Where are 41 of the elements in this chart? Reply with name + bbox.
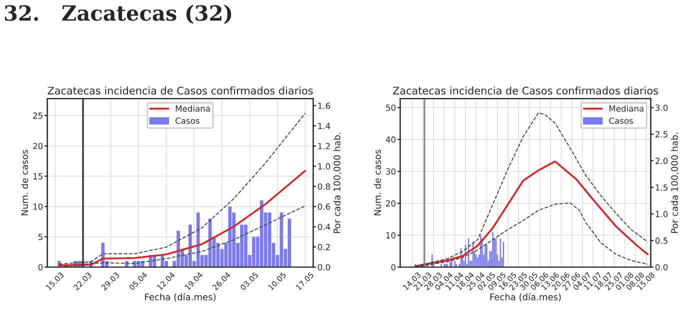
y2-tick-label: 0.2 (318, 244, 330, 250)
y-tick-label: 30 (386, 168, 396, 175)
y2-tick-label: 0.5 (655, 238, 668, 244)
y2-axis-title: Por cada 100,000 hab. (670, 132, 679, 233)
y2-tick-label: 0.6 (318, 204, 330, 210)
y-tick-label: 0 (391, 264, 396, 270)
y-tick-label: 15 (33, 173, 42, 180)
y-tick-label: 50 (386, 104, 396, 111)
y2-tick-label: 0.0 (318, 264, 330, 270)
legend-label: Casos (176, 118, 200, 124)
legend-label: Mediana (609, 105, 644, 112)
y2-tick-label: 1.5 (656, 184, 668, 191)
y-tick-label: 25 (33, 112, 42, 119)
x-axis-title: Fecha (día.mes) (145, 293, 216, 302)
y-tick-label: 0 (38, 264, 43, 270)
y2-tick-label: 0.8 (318, 183, 330, 190)
y-tick-label: 20 (386, 200, 396, 207)
y-axis-title: Num. de casos (374, 150, 381, 216)
y2-tick-label: 1.2 (318, 142, 330, 150)
y-tick-label: 10 (33, 203, 43, 210)
y2-tick-label: 1.0 (656, 210, 668, 218)
y-axis-title: Num. de casos (21, 150, 28, 216)
y-tick-label: 40 (386, 136, 396, 143)
y2-tick-label: 3.0 (656, 104, 668, 111)
text: 32. Zacatecas (32) (4, 4, 232, 24)
x-axis-title: Fecha (día.mes) (490, 293, 561, 302)
legend-label: Mediana (176, 105, 210, 112)
y-tick-label: 20 (33, 142, 43, 150)
y2-tick-label: 1.6 (318, 102, 330, 109)
y2-tick-label: 0.4 (318, 224, 330, 230)
chart-title: Zacatecas incidencia de Casos confirmados diarios (392, 86, 658, 95)
y-tick-label: 5 (38, 234, 42, 240)
y2-axis-title: Por cada 100,000 hab. (333, 132, 342, 233)
y2-tick-label: 0.0 (655, 264, 668, 270)
y2-tick-label: 2.0 (656, 158, 668, 164)
legend-label: Casos (609, 118, 633, 124)
y2-tick-label: 2.5 (656, 131, 668, 138)
y2-tick-label: 1.0 (318, 163, 330, 170)
chart-title: Zacatecas incidencia de Casos confirmados diarios (48, 86, 313, 95)
y-tick-label: 10 (386, 232, 396, 238)
y2-tick-label: 1.4 (318, 122, 330, 129)
